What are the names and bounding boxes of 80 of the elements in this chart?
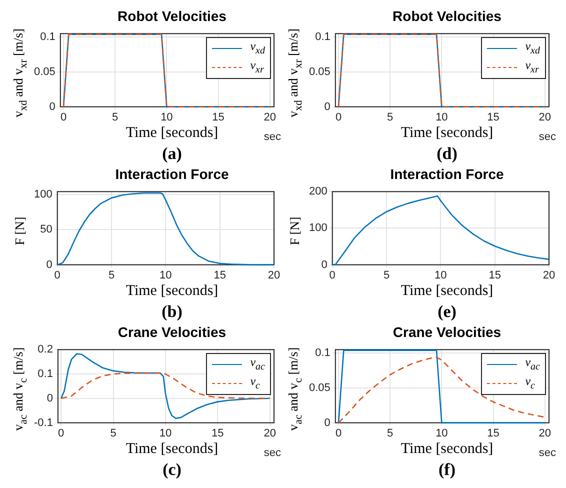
legend-label: v$_{ac}$ [525,354,540,374]
x-tick-label: 10 [160,269,172,282]
x-tick-label: 0 [335,111,342,124]
chart-title: Interaction Force [389,166,505,182]
text: (f) [438,460,456,480]
legend-label: v$_{c}$ [525,374,535,394]
legend-label: v$_{xr}$ [525,58,539,78]
legend-label: v$_{ac}$ [250,354,265,374]
y-tick-label: 0.1 [315,31,330,44]
text: sec [538,447,556,459]
x-axis-title: Time [seconds] [124,283,220,300]
x-tick-label: 15 [487,111,500,124]
x-tick-label: 15 [488,269,501,282]
x-tick-label: 10 [159,427,172,440]
line-series [60,372,270,400]
y-tick-label: 0.1 [40,31,56,44]
chart-title: Crane Velocities [116,324,228,340]
text: (d) [436,144,458,164]
y-tick-label: 0 [46,392,53,404]
legend-label: v$_{xd}$ [525,38,540,58]
text: (a) [161,144,183,164]
x-tick-label: 15 [214,269,226,282]
y-axis-title: F [N] [12,216,28,246]
x-tick-label: 15 [212,427,224,440]
chart-title: Crane Velocities [392,324,502,340]
x-tick-label: 10 [160,111,173,124]
legend-label: v$_{xr}$ [250,58,264,78]
text: sec [264,447,281,459]
x-tick-label: 5 [108,269,115,282]
y-tick-label: 0.05 [308,382,330,394]
x-tick-label: 5 [383,269,390,282]
x-tick-label: 5 [110,427,116,440]
chart-title: Robot Velocities [116,8,228,24]
y-tick-label: 0.05 [34,66,56,78]
x-axis-title: Time [seconds] [126,441,218,457]
text: sec [538,131,556,143]
chart-title: Interaction Force [114,166,230,182]
x-axis-title: Time [seconds] [400,125,494,141]
legend-label: v$_{xd}$ [250,38,265,58]
x-axis-title: Time [seconds] [400,441,494,457]
y-tick-label: 0.2 [38,344,53,356]
x-tick-label: 15 [487,427,500,440]
x-tick-label: 10 [436,427,448,440]
y-tick-label: 0 [324,416,330,429]
y-tick-label: 0 [49,100,56,113]
y-tick-label: 0.05 [308,66,330,78]
x-tick-label: 10 [436,111,448,124]
text: (c) [162,460,182,480]
chart-title: Robot Velocities [392,8,502,24]
x-tick-label: 5 [387,111,394,124]
text: (b) [160,302,184,322]
x-tick-label: 0 [58,427,64,440]
x-axis-title: Time [seconds] [400,283,494,300]
text: sec [264,131,281,143]
y-tick-label: 0.1 [315,347,330,360]
y-tick-label: 0 [321,258,328,271]
y-tick-label: 0.1 [38,368,53,380]
x-axis-title: Time [seconds] [126,125,218,141]
x-tick-label: 0 [335,427,342,440]
text: (e) [436,302,458,322]
y-tick-label: 100 [34,188,52,200]
y-tick-label: 200 [308,186,328,198]
x-tick-label: 15 [212,111,224,124]
x-tick-label: 20 [264,111,276,124]
x-tick-label: 20 [268,269,280,282]
y-tick-label: 0 [46,258,52,271]
y-tick-label: -0.1 [34,416,53,429]
y-axis-title: F [N] [287,216,303,246]
y-tick-label: 50 [40,224,52,236]
legend-label: v$_{c}$ [250,374,260,394]
x-tick-label: 20 [538,111,551,124]
x-tick-label: 5 [387,427,394,440]
x-tick-label: 10 [434,269,447,282]
x-tick-label: 20 [264,427,276,440]
x-tick-label: 20 [542,269,556,282]
x-tick-label: 20 [538,427,551,440]
x-tick-label: 5 [112,111,118,124]
y-tick-label: 0 [324,100,330,113]
x-tick-label: 0 [60,111,67,124]
y-tick-label: 100 [308,222,328,234]
